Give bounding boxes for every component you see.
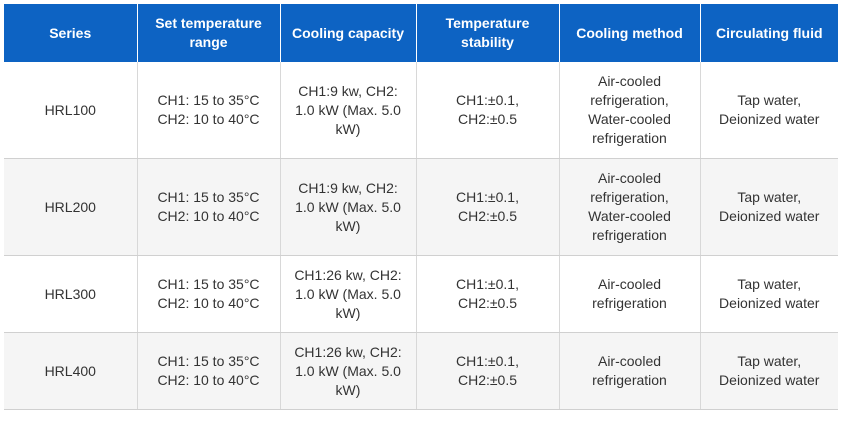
header-set-temperature-range: Set temperature range — [136, 4, 280, 62]
cell-stability: CH1:±0.1, CH2:±0.5 — [415, 255, 559, 333]
cell-cooling-method: Air-cooled refrigeration, Water-cooled r… — [558, 158, 700, 256]
header-series: Series — [4, 4, 137, 62]
cell-cooling-capacity: CH1:9 kw, CH2: 1.0 kW (Max. 5.0 kW) — [279, 158, 416, 256]
cell-cooling-capacity: CH1:9 kw, CH2: 1.0 kW (Max. 5.0 kW) — [279, 62, 416, 159]
cell-stability: CH1:±0.1, CH2:±0.5 — [415, 332, 559, 410]
cell-series: HRL200 — [4, 158, 137, 256]
cell-cooling-capacity: CH1:26 kw, CH2: 1.0 kW (Max. 5.0 kW) — [279, 255, 416, 333]
table-row: HRL300 CH1: 15 to 35°C CH2: 10 to 40°C C… — [4, 255, 838, 333]
cell-fluid: Tap water, Deionized water — [699, 255, 838, 333]
cell-cooling-method: Air-cooled refrigeration — [558, 255, 700, 333]
spec-table: Series Set temperature range Cooling cap… — [4, 4, 838, 410]
cell-stability: CH1:±0.1, CH2:±0.5 — [415, 158, 559, 256]
header-row: Series Set temperature range Cooling cap… — [4, 4, 838, 62]
cell-cooling-method: Air-cooled refrigeration — [558, 332, 700, 410]
cell-stability: CH1:±0.1, CH2:±0.5 — [415, 62, 559, 159]
table-row: HRL200 CH1: 15 to 35°C CH2: 10 to 40°C C… — [4, 158, 838, 256]
cell-temp-range: CH1: 15 to 35°C CH2: 10 to 40°C — [136, 255, 280, 333]
header-circulating-fluid: Circulating fluid — [699, 4, 838, 62]
cell-temp-range: CH1: 15 to 35°C CH2: 10 to 40°C — [136, 332, 280, 410]
header-cooling-capacity: Cooling capacity — [279, 4, 416, 62]
header-temperature-stability: Temperature stability — [415, 4, 559, 62]
table-row: HRL400 CH1: 15 to 35°C CH2: 10 to 40°C C… — [4, 332, 838, 410]
cell-cooling-capacity: CH1:26 kw, CH2: 1.0 kW (Max. 5.0 kW) — [279, 332, 416, 410]
cell-fluid: Tap water, Deionized water — [699, 332, 838, 410]
cell-series: HRL100 — [4, 62, 137, 159]
cell-cooling-method: Air-cooled refrigeration, Water-cooled r… — [558, 62, 700, 159]
cell-series: HRL300 — [4, 255, 137, 333]
cell-series: HRL400 — [4, 332, 137, 410]
table-row: HRL100 CH1: 15 to 35°C CH2: 10 to 40°C C… — [4, 62, 838, 159]
cell-fluid: Tap water, Deionized water — [699, 158, 838, 256]
spec-table-container: Series Set temperature range Cooling cap… — [4, 4, 838, 410]
cell-temp-range: CH1: 15 to 35°C CH2: 10 to 40°C — [136, 158, 280, 256]
cell-fluid: Tap water, Deionized water — [699, 62, 838, 159]
cell-temp-range: CH1: 15 to 35°C CH2: 10 to 40°C — [136, 62, 280, 159]
header-cooling-method: Cooling method — [558, 4, 700, 62]
